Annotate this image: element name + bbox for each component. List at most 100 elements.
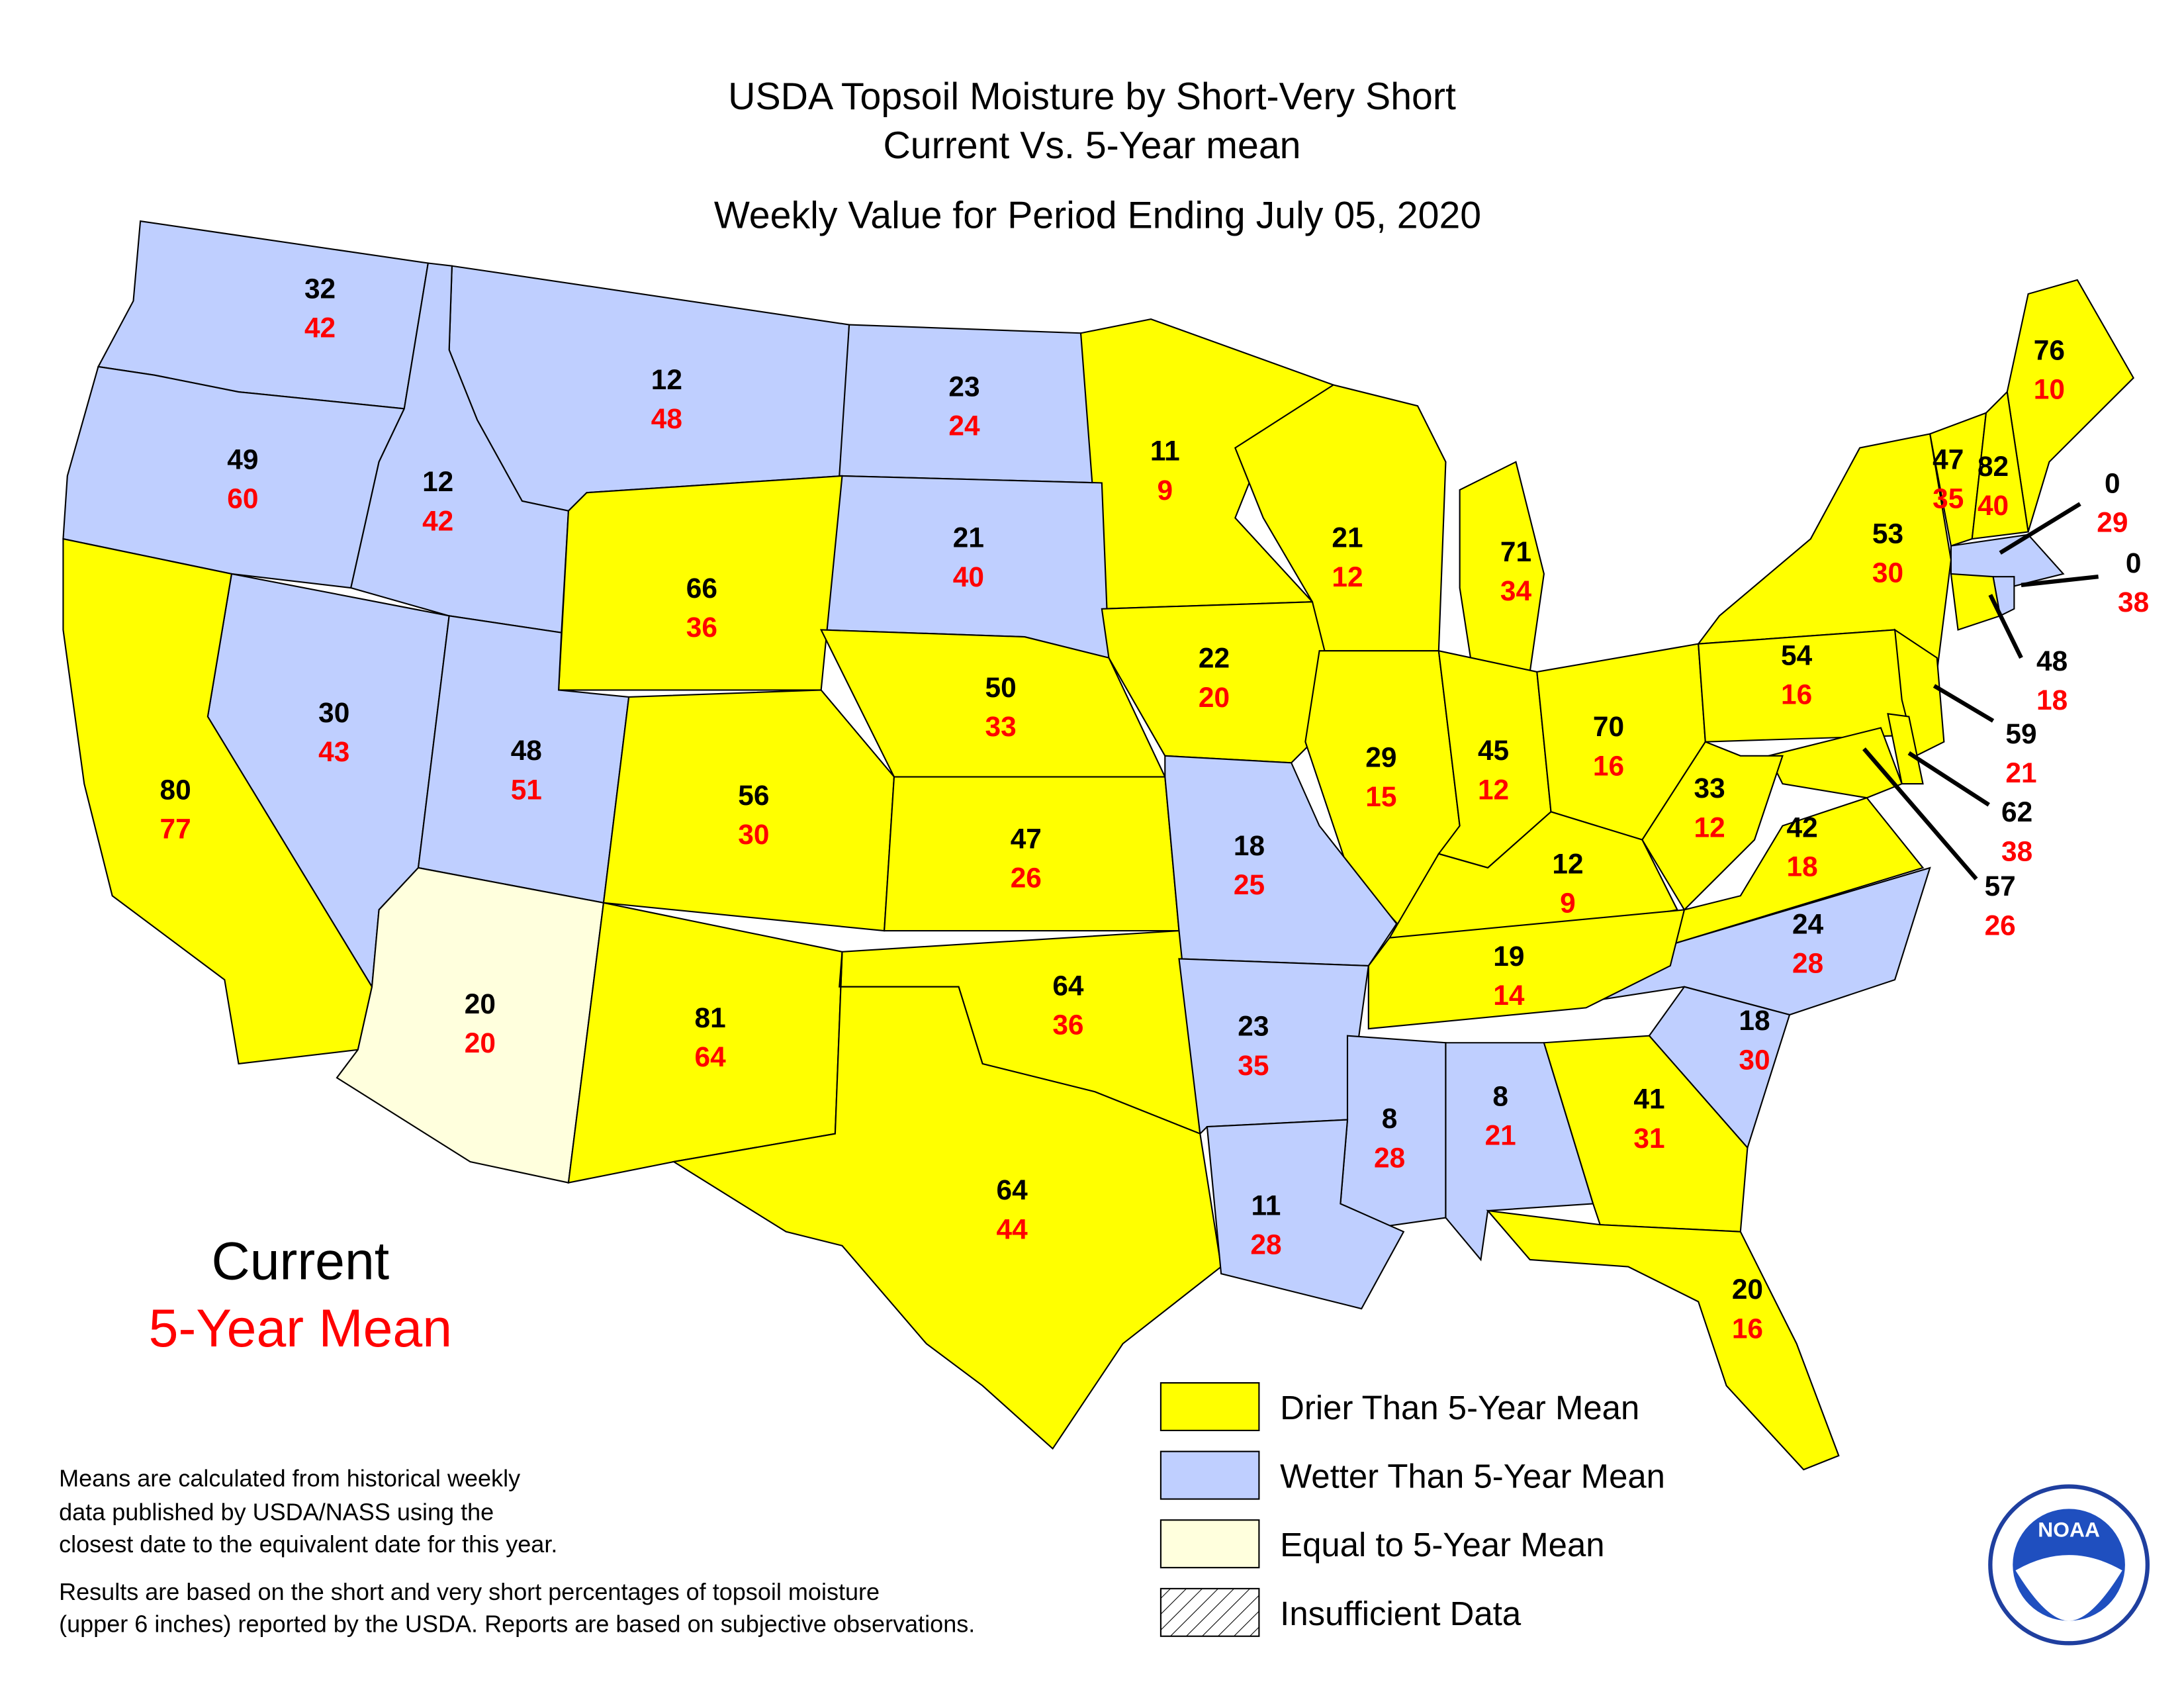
legend-label: Drier Than 5-Year Mean bbox=[1280, 1389, 1639, 1427]
mean-value: 60 bbox=[227, 483, 258, 514]
mean-value: 28 bbox=[1374, 1142, 1405, 1173]
current-value: 59 bbox=[2005, 718, 2036, 749]
current-value: 23 bbox=[1238, 1011, 1269, 1042]
mean-value: 12 bbox=[1694, 812, 1725, 843]
current-value: 53 bbox=[1872, 518, 1903, 549]
mean-value: 30 bbox=[1872, 557, 1903, 588]
current-value: 47 bbox=[1011, 823, 1042, 854]
mean-value: 14 bbox=[1493, 980, 1525, 1011]
current-value: 49 bbox=[227, 444, 258, 475]
current-value: 82 bbox=[1978, 451, 2009, 482]
mean-value: 38 bbox=[2001, 835, 2032, 867]
noaa-logo: NOAA bbox=[1988, 1484, 2150, 1646]
current-value: 66 bbox=[686, 573, 717, 604]
current-value: 30 bbox=[318, 697, 349, 728]
mean-value: 9 bbox=[1157, 475, 1173, 506]
mean-value: 21 bbox=[2005, 757, 2036, 788]
mean-value: 51 bbox=[511, 774, 542, 805]
key-current: Current bbox=[212, 1232, 390, 1291]
mean-value: 43 bbox=[318, 736, 349, 767]
state bbox=[839, 324, 1103, 484]
legend-label: Wetter Than 5-Year Mean bbox=[1280, 1458, 1665, 1495]
current-value: 24 bbox=[1792, 908, 1824, 939]
current-value: 8 bbox=[1382, 1103, 1398, 1134]
mean-value: 10 bbox=[2034, 374, 2065, 405]
state bbox=[1767, 727, 1903, 799]
leader-line bbox=[1933, 684, 1995, 723]
mean-value: 12 bbox=[1478, 774, 1509, 805]
mean-value: 29 bbox=[2097, 507, 2128, 538]
mean-value: 38 bbox=[2118, 586, 2149, 618]
current-value: 18 bbox=[1234, 830, 1265, 861]
mean-value: 42 bbox=[304, 312, 336, 344]
current-value: 21 bbox=[953, 522, 984, 553]
current-value: 8 bbox=[1492, 1080, 1508, 1111]
mean-value: 20 bbox=[1199, 682, 1230, 713]
legend-label: Equal to 5-Year Mean bbox=[1280, 1526, 1604, 1564]
mean-value: 26 bbox=[1985, 910, 2016, 941]
current-value: 11 bbox=[1251, 1190, 1281, 1221]
legend-swatch bbox=[1160, 1382, 1260, 1432]
leader-lines bbox=[1862, 502, 2099, 880]
legend-swatch bbox=[1160, 1519, 1260, 1569]
current-value: 0 bbox=[2126, 547, 2142, 579]
legend-label: Insufficient Data bbox=[1280, 1595, 1522, 1632]
title: USDA Topsoil Moisture by Short-Very Shor… bbox=[728, 75, 1456, 118]
mean-value: 31 bbox=[1633, 1123, 1664, 1154]
legend-swatch bbox=[1160, 1450, 1260, 1500]
mean-value: 30 bbox=[1739, 1044, 1770, 1075]
current-value: 19 bbox=[1493, 941, 1524, 972]
current-value: 22 bbox=[1199, 643, 1230, 674]
state bbox=[1178, 958, 1370, 1135]
mean-value: 15 bbox=[1365, 781, 1396, 812]
mean-value: 36 bbox=[1052, 1009, 1083, 1041]
current-value: 11 bbox=[1150, 436, 1180, 467]
current-value: 29 bbox=[1365, 742, 1396, 773]
note: Means are calculated from historical wee… bbox=[59, 1465, 520, 1492]
leader-line bbox=[2021, 574, 2099, 587]
mean-value: 42 bbox=[422, 505, 453, 536]
mean-value: 40 bbox=[1978, 490, 2009, 521]
mean-value: 20 bbox=[465, 1027, 496, 1058]
legend: Drier Than 5-Year Mean Wetter Than 5-Year… bbox=[1160, 1382, 1665, 1637]
current-value: 48 bbox=[511, 735, 542, 766]
mean-value: 40 bbox=[953, 561, 984, 592]
current-value: 23 bbox=[948, 371, 979, 402]
state bbox=[1887, 713, 1924, 785]
legend-swatch bbox=[1160, 1587, 1260, 1637]
current-value: 47 bbox=[1933, 444, 1964, 475]
mean-value: 35 bbox=[1238, 1050, 1269, 1081]
state bbox=[62, 538, 373, 1065]
current-value: 70 bbox=[1593, 711, 1624, 742]
subtitle: Current Vs. 5-Year mean bbox=[883, 124, 1300, 167]
state-labels: 32 42 12 48 23 24 11 9 49 60 12 42 21 40 66 36 21 12 71 34 7… bbox=[160, 273, 2150, 1344]
mean-value: 30 bbox=[738, 819, 769, 850]
note: closest date to the equivalent date for … bbox=[59, 1530, 557, 1558]
state bbox=[557, 475, 843, 691]
key-mean: 5-Year Mean bbox=[149, 1299, 452, 1358]
current-value: 50 bbox=[985, 672, 1017, 703]
current-value: 0 bbox=[2105, 467, 2120, 498]
current-value: 71 bbox=[1500, 536, 1531, 567]
mean-value: 34 bbox=[1500, 575, 1532, 606]
mean-value: 28 bbox=[1250, 1229, 1281, 1260]
mean-value: 9 bbox=[1560, 888, 1576, 919]
state bbox=[1486, 1209, 1840, 1471]
state bbox=[1950, 534, 2065, 589]
current-value: 64 bbox=[997, 1174, 1028, 1205]
mean-value: 16 bbox=[1593, 750, 1624, 781]
current-value: 18 bbox=[1739, 1005, 1770, 1036]
state bbox=[1893, 628, 1945, 757]
current-value: 54 bbox=[1781, 639, 1813, 671]
mean-value: 48 bbox=[651, 403, 682, 434]
current-value: 56 bbox=[738, 780, 769, 811]
leader-line bbox=[1862, 747, 1978, 880]
current-value: 81 bbox=[695, 1002, 726, 1033]
mean-value: 44 bbox=[997, 1213, 1028, 1244]
mean-value: 35 bbox=[1933, 483, 1964, 514]
current-value: 12 bbox=[651, 364, 682, 395]
note: (upper 6 inches) reported by the USDA. R… bbox=[59, 1610, 975, 1637]
state bbox=[1459, 461, 1545, 680]
